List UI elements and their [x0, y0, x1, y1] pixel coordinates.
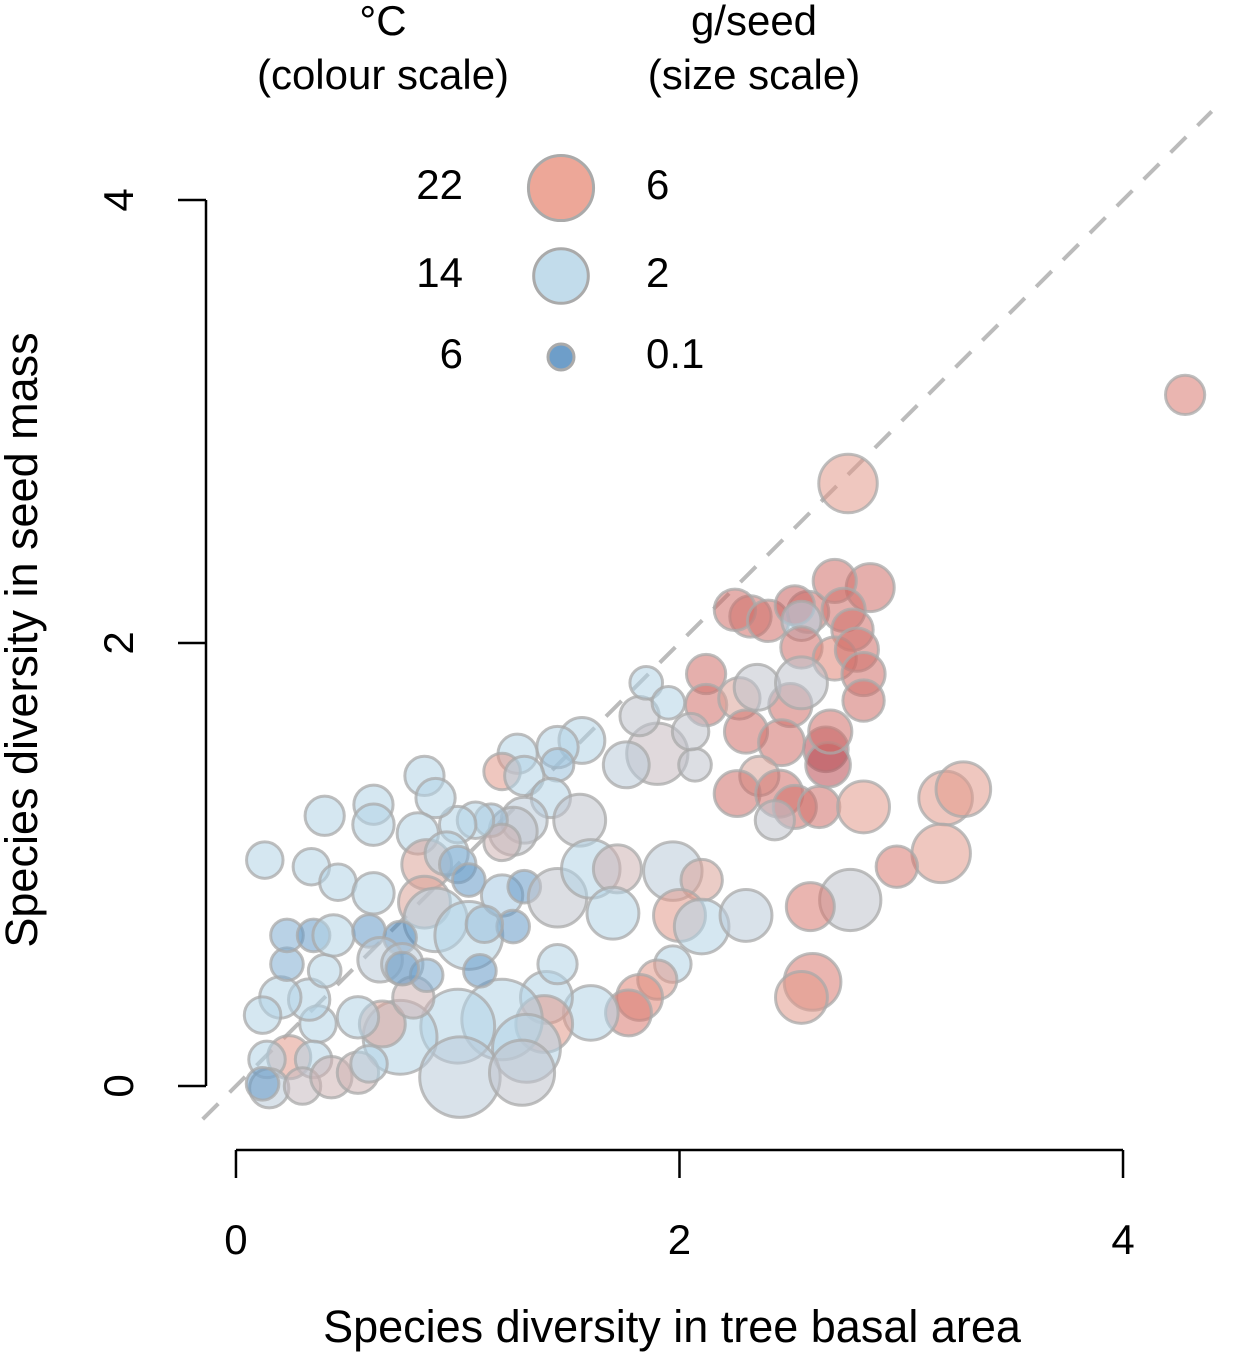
legend-symbol — [532, 247, 590, 305]
point — [601, 740, 651, 790]
size-legend-label: 6 — [646, 161, 669, 208]
size-legend-subtitle: (size scale) — [648, 51, 860, 98]
size-legend-label: 2 — [646, 249, 669, 296]
colour-legend-label: 6 — [440, 330, 463, 377]
size-legend-title: g/seed — [691, 0, 817, 44]
point — [242, 995, 283, 1035]
point — [585, 885, 641, 941]
point — [303, 794, 346, 837]
point — [414, 776, 457, 820]
point — [817, 452, 879, 515]
y-tick-label: 4 — [95, 188, 142, 211]
point — [797, 784, 842, 830]
point — [351, 802, 396, 847]
point — [718, 888, 774, 943]
point — [670, 711, 711, 752]
colour-legend-label: 22 — [416, 161, 463, 208]
point — [934, 760, 993, 819]
point — [910, 822, 972, 885]
colour-legend-label: 14 — [416, 249, 463, 296]
point — [482, 822, 522, 863]
point — [487, 1038, 557, 1107]
colour-legend-title: °C — [359, 0, 406, 44]
point — [836, 779, 891, 835]
point — [335, 995, 381, 1040]
point — [807, 708, 854, 755]
point — [318, 862, 358, 902]
point — [462, 953, 498, 989]
point — [841, 678, 886, 723]
point — [536, 943, 579, 986]
point — [451, 862, 487, 898]
point — [552, 792, 608, 848]
y-tick-label: 2 — [95, 631, 142, 654]
point — [774, 969, 829, 1025]
x-axis-label: Species diversity in tree basal area — [323, 1301, 1022, 1352]
point — [244, 1065, 281, 1102]
point — [591, 843, 643, 895]
point — [464, 904, 505, 945]
y-tick-label: 0 — [95, 1074, 142, 1097]
y-axis-label: Species diversity in seed mass — [0, 332, 47, 947]
x-tick-label: 4 — [1111, 1216, 1134, 1263]
point — [753, 799, 796, 842]
point — [732, 662, 782, 712]
point — [418, 1035, 502, 1119]
x-tick-label: 0 — [224, 1216, 247, 1263]
legend-symbol — [526, 153, 596, 223]
point — [874, 844, 920, 889]
x-tick-label: 2 — [668, 1216, 691, 1263]
point — [712, 769, 762, 819]
point — [650, 684, 687, 721]
point — [351, 871, 396, 916]
point — [539, 747, 576, 783]
legend-symbol — [546, 342, 576, 372]
point — [384, 950, 421, 987]
point — [677, 747, 713, 783]
point — [311, 913, 356, 958]
point — [349, 1044, 389, 1084]
point — [1163, 373, 1207, 417]
point — [784, 881, 836, 933]
point — [306, 953, 343, 989]
reference-line — [201, 109, 1214, 1121]
colour-legend-subtitle: (colour scale) — [257, 51, 509, 98]
point — [628, 665, 665, 701]
size-legend-label: 0.1 — [646, 330, 704, 377]
point — [774, 655, 829, 711]
point — [245, 840, 285, 880]
